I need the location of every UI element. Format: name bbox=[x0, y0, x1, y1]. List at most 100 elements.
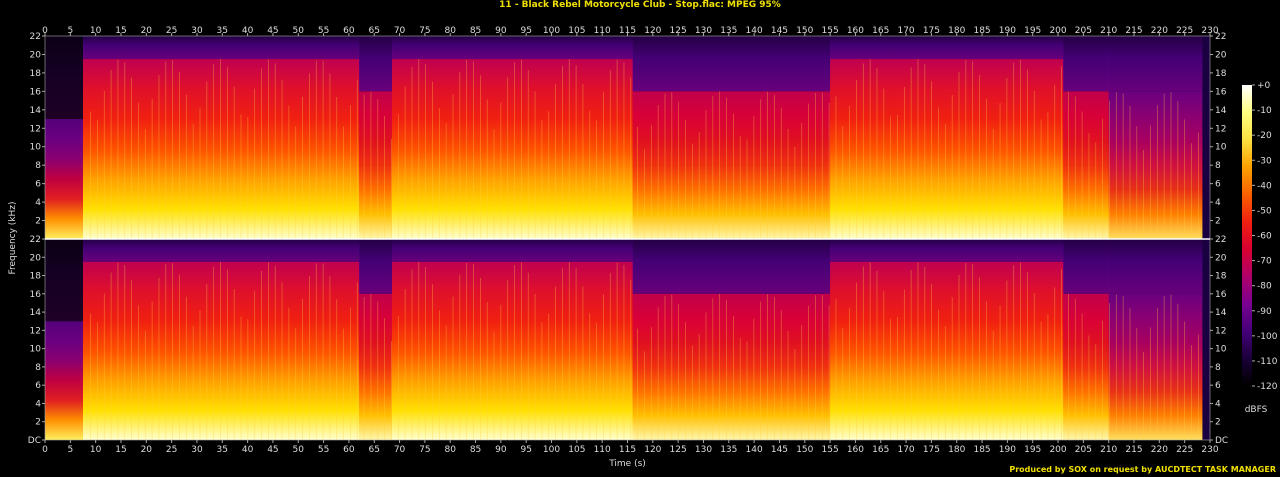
y-tick-right-channel-1-2: 2 bbox=[1215, 217, 1221, 227]
x-axis: 0055101015152020252530303535404045455050… bbox=[42, 26, 1219, 455]
x-tick-bottom-120: 120 bbox=[644, 445, 661, 455]
x-tick-bottom-210: 210 bbox=[1100, 445, 1117, 455]
x-tick-bottom-55: 55 bbox=[318, 445, 329, 455]
segment-6 bbox=[1063, 293, 1110, 440]
x-tick-top-30: 30 bbox=[191, 26, 203, 36]
x-tick-bottom-75: 75 bbox=[419, 445, 430, 455]
segment-7 bbox=[1108, 91, 1208, 239]
segment-1 bbox=[82, 261, 360, 440]
x-tick-top-70: 70 bbox=[394, 26, 406, 36]
y-tick-right-channel-1-10: 10 bbox=[1215, 143, 1227, 153]
y-tick-left-channel-1-14: 14 bbox=[30, 106, 42, 116]
x-tick-bottom-195: 195 bbox=[1024, 445, 1041, 455]
colorbar-tick-2: -20 bbox=[1257, 131, 1272, 141]
y-tick-left-channel-1-2: 2 bbox=[35, 217, 41, 227]
x-tick-bottom-230: 230 bbox=[1201, 445, 1218, 455]
y-tick-left-channel-1-12: 12 bbox=[30, 124, 41, 134]
x-tick-bottom-125: 125 bbox=[670, 445, 687, 455]
segment-hf-3 bbox=[391, 239, 634, 262]
x-tick-top-155: 155 bbox=[822, 26, 839, 36]
segment-1 bbox=[82, 59, 360, 240]
segment-5 bbox=[830, 59, 1064, 240]
x-tick-bottom-175: 175 bbox=[923, 445, 940, 455]
x-tick-top-75: 75 bbox=[419, 26, 430, 36]
x-tick-top-55: 55 bbox=[318, 26, 329, 36]
y-tick-left-channel-1-4: 4 bbox=[35, 198, 41, 208]
colorbar-tick-3: -30 bbox=[1257, 156, 1272, 166]
colorbar-tick-7: -70 bbox=[1257, 257, 1272, 267]
segment-hf-1 bbox=[82, 239, 360, 262]
y-tick-right-channel-2-2: 2 bbox=[1215, 418, 1221, 428]
y-tick-left-channel-2-16: 16 bbox=[30, 290, 42, 300]
x-tick-bottom-95: 95 bbox=[520, 445, 531, 455]
colorbar-tick-1: -10 bbox=[1257, 106, 1272, 116]
y-tick-right-channel-2-DC: DC bbox=[1215, 436, 1228, 446]
y-tick-left-channel-1-16: 16 bbox=[30, 87, 42, 97]
x-tick-bottom-150: 150 bbox=[796, 445, 813, 455]
colorbar-label: dBFS bbox=[1245, 405, 1268, 415]
x-axis-label: Time (s) bbox=[608, 459, 646, 469]
y-tick-left-channel-1-22: 22 bbox=[30, 32, 41, 42]
colorbar-tick-0: +0 bbox=[1257, 81, 1271, 91]
segment-hf-2 bbox=[359, 239, 393, 294]
spectrogram-channel-2 bbox=[45, 239, 1210, 440]
y-tick-left-channel-2-2: 2 bbox=[35, 418, 41, 428]
y-tick-right-channel-2-14: 14 bbox=[1215, 308, 1227, 318]
y-tick-right-channel-2-12: 12 bbox=[1215, 326, 1226, 336]
x-tick-bottom-90: 90 bbox=[495, 445, 507, 455]
segment-hf-5 bbox=[830, 239, 1064, 262]
x-tick-top-65: 65 bbox=[369, 26, 380, 36]
y-tick-left-channel-1-8: 8 bbox=[35, 161, 41, 171]
x-tick-bottom-20: 20 bbox=[141, 445, 153, 455]
x-tick-top-185: 185 bbox=[973, 26, 990, 36]
x-tick-top-205: 205 bbox=[1075, 26, 1092, 36]
x-tick-top-140: 140 bbox=[746, 26, 763, 36]
segment-hf-3 bbox=[391, 36, 634, 60]
x-tick-bottom-140: 140 bbox=[746, 445, 763, 455]
x-tick-bottom-170: 170 bbox=[897, 445, 914, 455]
x-tick-top-100: 100 bbox=[543, 26, 560, 36]
x-tick-bottom-165: 165 bbox=[872, 445, 889, 455]
colorbar-tick-8: -80 bbox=[1257, 282, 1272, 292]
x-tick-top-85: 85 bbox=[470, 26, 481, 36]
x-tick-bottom-65: 65 bbox=[369, 445, 380, 455]
colorbar-tick-6: -60 bbox=[1257, 232, 1272, 242]
x-tick-top-215: 215 bbox=[1125, 26, 1142, 36]
segment-2 bbox=[359, 293, 393, 440]
segment-hf-4 bbox=[632, 36, 831, 92]
y-tick-right-channel-2-4: 4 bbox=[1215, 399, 1221, 409]
segment-0 bbox=[45, 119, 84, 239]
x-tick-bottom-155: 155 bbox=[822, 445, 839, 455]
y-tick-right-channel-2-6: 6 bbox=[1215, 381, 1221, 391]
spectrogram-channel-1 bbox=[45, 36, 1210, 240]
segment-hf-6 bbox=[1063, 36, 1110, 92]
y-tick-left-channel-1-18: 18 bbox=[30, 69, 42, 79]
x-tick-top-175: 175 bbox=[923, 26, 940, 36]
x-tick-bottom-145: 145 bbox=[771, 445, 788, 455]
transient-streaks bbox=[90, 261, 1199, 440]
segment-6 bbox=[1063, 91, 1110, 239]
x-tick-top-230: 230 bbox=[1201, 26, 1218, 36]
colorbar-tick-5: -50 bbox=[1257, 206, 1272, 216]
segment-4 bbox=[632, 91, 831, 239]
fade-out-tail bbox=[1202, 239, 1210, 440]
segment-5 bbox=[830, 261, 1064, 440]
x-tick-bottom-205: 205 bbox=[1075, 445, 1092, 455]
y-tick-left-channel-2-4: 4 bbox=[35, 399, 41, 409]
x-tick-bottom-15: 15 bbox=[115, 445, 126, 455]
y-tick-right-channel-1-20: 20 bbox=[1215, 50, 1227, 60]
y-tick-left-channel-2-8: 8 bbox=[35, 363, 41, 373]
x-tick-top-80: 80 bbox=[444, 26, 456, 36]
x-tick-top-120: 120 bbox=[644, 26, 661, 36]
x-tick-top-115: 115 bbox=[619, 26, 636, 36]
y-tick-right-channel-2-8: 8 bbox=[1215, 363, 1221, 373]
x-tick-bottom-220: 220 bbox=[1151, 445, 1168, 455]
fade-out-tail bbox=[1202, 36, 1210, 239]
x-tick-top-15: 15 bbox=[115, 26, 126, 36]
y-tick-left-channel-2-14: 14 bbox=[30, 308, 42, 318]
x-tick-bottom-130: 130 bbox=[695, 445, 712, 455]
x-tick-top-105: 105 bbox=[568, 26, 585, 36]
x-tick-top-0: 0 bbox=[42, 26, 48, 36]
